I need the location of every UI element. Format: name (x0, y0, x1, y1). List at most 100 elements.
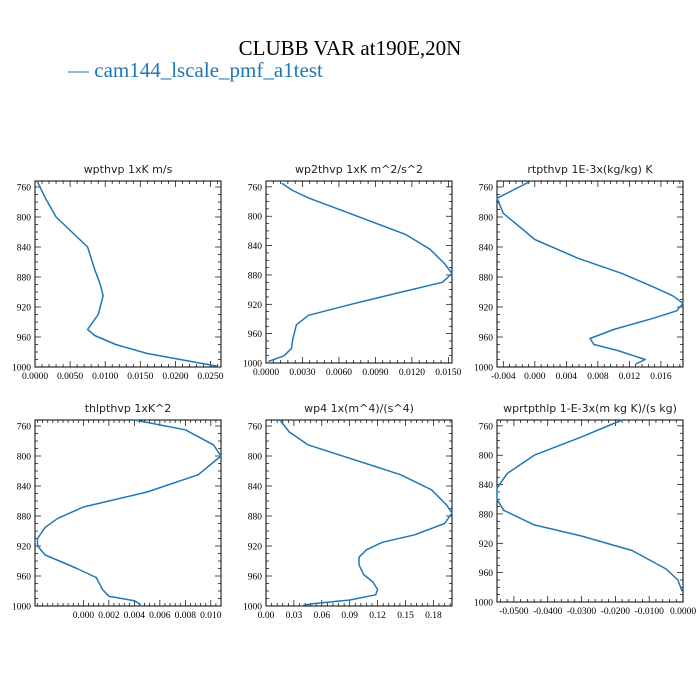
panel-1-ytick-label: 920 (17, 304, 32, 314)
panel-1-ytick-label: 880 (17, 274, 32, 284)
panel-3-ytick-label: 840 (479, 244, 494, 254)
panel-2-ytick-label: 920 (248, 301, 263, 311)
panel-6-ytick-label: 840 (479, 481, 494, 491)
panel-4-xtick-label: 0.006 (149, 611, 171, 621)
panel-6-xtick-label: -0.0300 (567, 607, 597, 617)
panel-3-ytick-label: 920 (479, 304, 494, 314)
panel-2-xtick-label: 0.0150 (435, 368, 461, 378)
panel-5-xtick-label: 0.15 (397, 611, 414, 621)
panel-1-series-line (36, 180, 218, 368)
panel-1-ytick-label: 760 (17, 184, 32, 194)
panel-4-ytick-label: 920 (17, 543, 32, 553)
panel-4-xtick-label: 0.000 (73, 611, 95, 621)
panel-5-xtick-label: 0.18 (425, 611, 442, 621)
panel-5-ytick-label: 920 (248, 543, 263, 553)
panel-5-ytick-label: 760 (248, 423, 263, 433)
panel-6-xtick-label: -0.0100 (635, 607, 665, 617)
panel-6-xtick-label: -0.0400 (533, 607, 563, 617)
panel-1-ytick-label: 840 (17, 244, 32, 254)
panel-6-ytick-label: 760 (479, 422, 494, 432)
panel-6-xtick-label: -0.0500 (499, 607, 529, 617)
panel-3-xtick-label: -0.004 (491, 372, 516, 382)
panel-3-xtick-label: 0.000 (524, 372, 546, 382)
panel-5-frame (265, 419, 453, 607)
panel-4-ytick-label: 960 (17, 573, 32, 583)
panel-2-xtick-label: 0.0000 (253, 368, 279, 378)
panel-2-ytick-label: 1000 (243, 360, 262, 370)
panel-1-xtick-label: 0.0050 (57, 372, 83, 382)
panel-5-xtick-label: 0.12 (369, 611, 386, 621)
panel-1-xtick-label: 0.0250 (197, 372, 223, 382)
panel-2-ytick-label: 880 (248, 271, 263, 281)
panel-6-xtick-label: -0.0200 (601, 607, 631, 617)
panel-2-frame (265, 180, 453, 364)
panel-2-ytick-label: 840 (248, 242, 263, 252)
panel-3-ytick-label: 960 (479, 334, 494, 344)
panel-3-xtick-label: 0.008 (587, 372, 609, 382)
panel-5-series-line (279, 419, 453, 607)
panel-6-ytick-label: 800 (479, 452, 494, 462)
panel-2-series-line (268, 182, 453, 363)
panel-4-xtick-label: 0.008 (175, 611, 197, 621)
panel-5-xtick-label: 0.06 (313, 611, 330, 621)
figure-title: CLUBB VAR at190E,20N (238, 36, 462, 60)
legend-marker: — (68, 58, 89, 82)
panel-1-xtick-label: 0.0150 (127, 372, 153, 382)
panel-2-xtick-label: 0.0090 (362, 368, 388, 378)
panel-6-ytick-label: 960 (479, 569, 494, 579)
panel-2-ytick-label: 800 (248, 213, 263, 223)
panel-1-xtick-label: 0.0200 (162, 372, 188, 382)
panel-1-ytick-label: 800 (17, 214, 32, 224)
panel-3-series-line (496, 180, 684, 365)
panel-4-frame (34, 419, 222, 607)
panel-4-ytick-label: 840 (17, 483, 32, 493)
panel-5-xtick-label: 0.03 (286, 611, 303, 621)
panel-2-xtick-label: 0.0120 (399, 368, 425, 378)
panel-2-xtick-label: 0.0060 (326, 368, 352, 378)
panel-2-xtick-label: 0.0030 (289, 368, 315, 378)
panel-2-ytick-label: 760 (248, 183, 263, 193)
panel-4-ytick-label: 880 (17, 513, 32, 523)
panel-6-frame (496, 419, 684, 603)
panel-5-title: wp4 1x(m^4)/(s^4) (304, 402, 414, 415)
panel-5-xtick-label: 0.00 (258, 611, 275, 621)
panel-5-ytick-label: 840 (248, 483, 263, 493)
panel-3-frame (496, 180, 684, 368)
panel-3-ytick-label: 800 (479, 214, 494, 224)
legend-entry: — cam144_lscale_pmf_a1test (68, 58, 323, 83)
panel-6-xtick-label: 0.0000 (670, 607, 696, 617)
panel-3-ytick-label: 760 (479, 184, 494, 194)
panel-1-ytick-label: 1000 (12, 364, 31, 374)
panel-3-title: rtpthvp 1E-3x(kg/kg) K (527, 163, 653, 176)
panel-5-ytick-label: 800 (248, 453, 263, 463)
panel-4-xtick-label: 0.002 (98, 611, 120, 621)
panel-6-title: wprtpthlp 1-E-3x(m kg K)/(s kg) (503, 402, 677, 415)
panel-4-ytick-label: 760 (17, 423, 32, 433)
panel-4-xtick-label: 0.004 (124, 611, 146, 621)
panel-2-title: wp2thvp 1xK m^2/s^2 (295, 163, 423, 176)
panel-4-title: thlpthvp 1xK^2 (85, 402, 172, 415)
panel-3-ytick-label: 1000 (474, 364, 493, 374)
panel-1-title: wpthvp 1xK m/s (84, 163, 173, 176)
panel-1-xtick-label: 0.0100 (92, 372, 118, 382)
panel-5-xtick-label: 0.09 (341, 611, 358, 621)
panel-1-ytick-label: 960 (17, 334, 32, 344)
panel-4-series-line (36, 419, 222, 606)
panel-5-ytick-label: 1000 (243, 603, 262, 613)
panel-6-series-line (496, 419, 683, 592)
panel-4-ytick-label: 800 (17, 453, 32, 463)
panel-6-ytick-label: 920 (479, 540, 494, 550)
panel-3-xtick-label: 0.004 (556, 372, 578, 382)
legend-label: cam144_lscale_pmf_a1test (94, 58, 323, 82)
panel-4-ytick-label: 1000 (12, 603, 31, 613)
panel-5-ytick-label: 880 (248, 513, 263, 523)
panel-1-frame (34, 180, 222, 368)
panel-3-xtick-label: 0.012 (619, 372, 641, 382)
panel-3-ytick-label: 880 (479, 274, 494, 284)
panel-6-ytick-label: 880 (479, 510, 494, 520)
panel-6-ytick-label: 1000 (474, 599, 493, 609)
panel-2-ytick-label: 960 (248, 330, 263, 340)
panel-1-xtick-label: 0.0000 (22, 372, 48, 382)
